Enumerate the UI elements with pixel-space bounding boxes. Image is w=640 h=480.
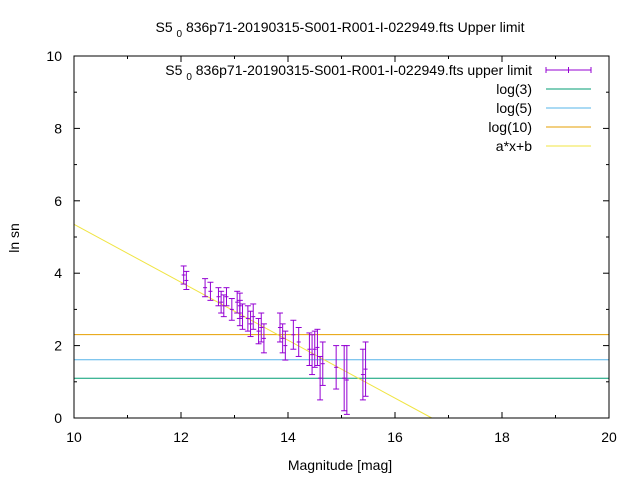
data-point — [276, 312, 283, 343]
y-axis-label: ln sn — [6, 223, 22, 253]
data-points — [180, 265, 369, 415]
legend-label-data-rest: 836p71-20190315-S001-R001-I-022949.fts u… — [196, 62, 532, 78]
data-point — [306, 332, 313, 367]
x-tick-label: 18 — [494, 429, 510, 445]
legend-label-data-prefix: S5 — [165, 62, 182, 78]
data-point — [282, 330, 289, 361]
chart-title: S5 0 836p71-20190315-S001-R001-I-022949.… — [155, 19, 524, 40]
data-point — [290, 319, 297, 350]
legend-label-log10: log(10) — [488, 119, 532, 135]
data-point — [295, 327, 302, 357]
chart-title-rest: 836p71-20190315-S001-R001-I-022949.fts U… — [186, 19, 525, 35]
data-point — [260, 323, 267, 354]
data-point — [223, 287, 230, 307]
x-tick-label: 16 — [387, 429, 403, 445]
data-point — [317, 355, 324, 401]
chart-title-subscript: 0 — [177, 29, 183, 40]
data-point — [333, 345, 340, 390]
data-point — [279, 323, 286, 354]
legend-label-fit: a*x+b — [496, 138, 532, 154]
data-point — [247, 310, 254, 338]
y-tick-label: 4 — [54, 265, 62, 281]
legend: S5 0 836p71-20190315-S001-R001-I-022949.… — [165, 62, 592, 154]
y-tick-label: 10 — [46, 48, 62, 64]
reference-lines — [73, 223, 609, 419]
legend-label-data: S5 0 836p71-20190315-S001-R001-I-022949.… — [165, 62, 532, 83]
y-tick-label: 8 — [54, 120, 62, 136]
data-point — [180, 265, 187, 285]
data-point — [207, 281, 214, 301]
x-tick-label: 14 — [280, 429, 296, 445]
legend-label-log3: log(3) — [496, 81, 532, 97]
data-point — [309, 334, 316, 376]
data-point — [359, 348, 366, 401]
y-tick-label: 6 — [54, 193, 62, 209]
x-tick-label: 20 — [601, 429, 617, 445]
data-point — [228, 298, 235, 321]
y-tick-label: 0 — [54, 410, 62, 426]
data-point — [250, 303, 257, 330]
data-point — [343, 345, 350, 415]
data-point — [236, 299, 243, 327]
data-point — [215, 287, 222, 307]
chart-title-prefix: S5 — [155, 19, 172, 35]
data-point — [311, 330, 318, 368]
data-point — [183, 270, 190, 290]
data-point — [362, 341, 369, 397]
data-point — [202, 278, 209, 298]
plot-frame — [73, 55, 610, 419]
data-point — [234, 290, 241, 314]
x-axis-label: Magnitude [mag] — [288, 457, 392, 473]
data-point — [255, 317, 262, 345]
data-point — [239, 303, 246, 330]
legend-label-data-subscript: 0 — [186, 72, 192, 83]
data-point — [319, 341, 326, 386]
y-tick-label: 2 — [54, 338, 62, 354]
x-tick-label: 12 — [173, 429, 189, 445]
legend-label-log5: log(5) — [496, 100, 532, 116]
data-point — [314, 328, 321, 367]
x-tick-label: 10 — [66, 429, 82, 445]
data-point — [258, 312, 265, 343]
data-point — [244, 305, 251, 332]
